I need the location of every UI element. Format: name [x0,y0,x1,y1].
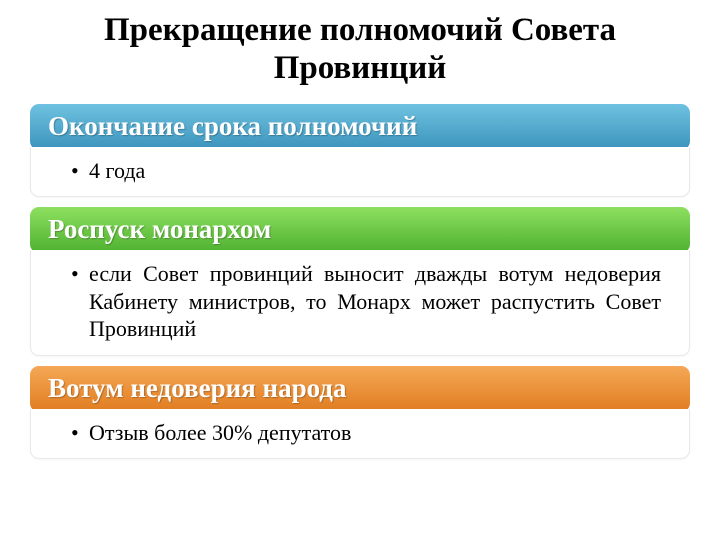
slide-title: Прекращение полномочий Совета Провинций [30,12,690,88]
section-1-body: 4 года [30,147,690,198]
section-2-header: Роспуск монархом [30,207,690,253]
section-3-bullet: Отзыв более 30% депутатов [71,419,661,447]
section-1-bullet: 4 года [71,157,661,185]
section-2-bullet: если Совет провинций выносит дважды воту… [71,260,661,343]
section-1: Окончание срока полномочий 4 года [30,104,690,198]
section-1-header: Окончание срока полномочий [30,104,690,150]
section-3-body: Отзыв более 30% депутатов [30,409,690,460]
section-2: Роспуск монархом если Совет провинций вы… [30,207,690,356]
section-3: Вотум недоверия народа Отзыв более 30% д… [30,366,690,460]
section-2-body: если Совет провинций выносит дважды воту… [30,250,690,356]
section-3-header: Вотум недоверия народа [30,366,690,412]
